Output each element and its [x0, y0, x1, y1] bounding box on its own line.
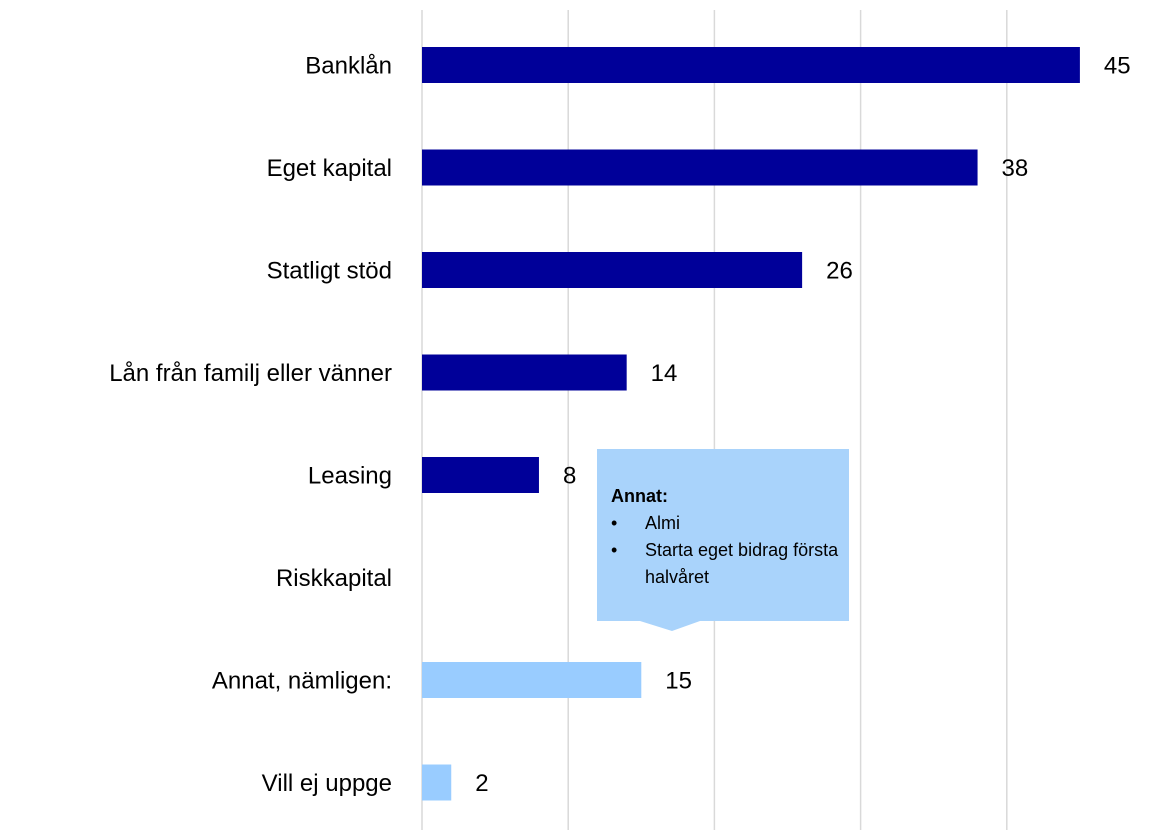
- value-label: 38: [1002, 155, 1029, 182]
- annotation-item: Almi: [611, 510, 839, 537]
- bar: [422, 457, 539, 493]
- bar: [422, 764, 452, 801]
- y-tick-label: Riskkapital: [276, 565, 392, 592]
- bar: [422, 354, 627, 391]
- value-label: 8: [563, 462, 576, 489]
- annotation-title: Annat:: [611, 486, 668, 506]
- y-tick-label: Banklån: [305, 52, 392, 79]
- bar: [422, 149, 978, 186]
- value-label: 15: [665, 667, 692, 694]
- bar: [422, 662, 642, 698]
- y-tick-label: Vill ej uppge: [262, 770, 392, 797]
- annotation-list: Almi Starta eget bidrag första halvåret: [611, 510, 839, 591]
- annotation-item: Starta eget bidrag första halvåret: [611, 537, 839, 591]
- y-tick-label: Leasing: [308, 462, 392, 489]
- y-tick-label: Lån från familj eller vänner: [109, 360, 392, 387]
- value-label: 45: [1104, 52, 1131, 79]
- y-tick-label: Annat, nämligen:: [212, 667, 392, 694]
- bar: [422, 252, 803, 288]
- bar: [422, 47, 1080, 83]
- y-tick-label: Eget kapital: [267, 155, 392, 182]
- value-label: 2: [475, 770, 488, 797]
- value-label: 14: [651, 360, 678, 387]
- y-tick-label: Statligt stöd: [267, 257, 392, 284]
- value-label: 26: [826, 257, 853, 284]
- annotation: Annat: Almi Starta eget bidrag första ha…: [597, 449, 849, 621]
